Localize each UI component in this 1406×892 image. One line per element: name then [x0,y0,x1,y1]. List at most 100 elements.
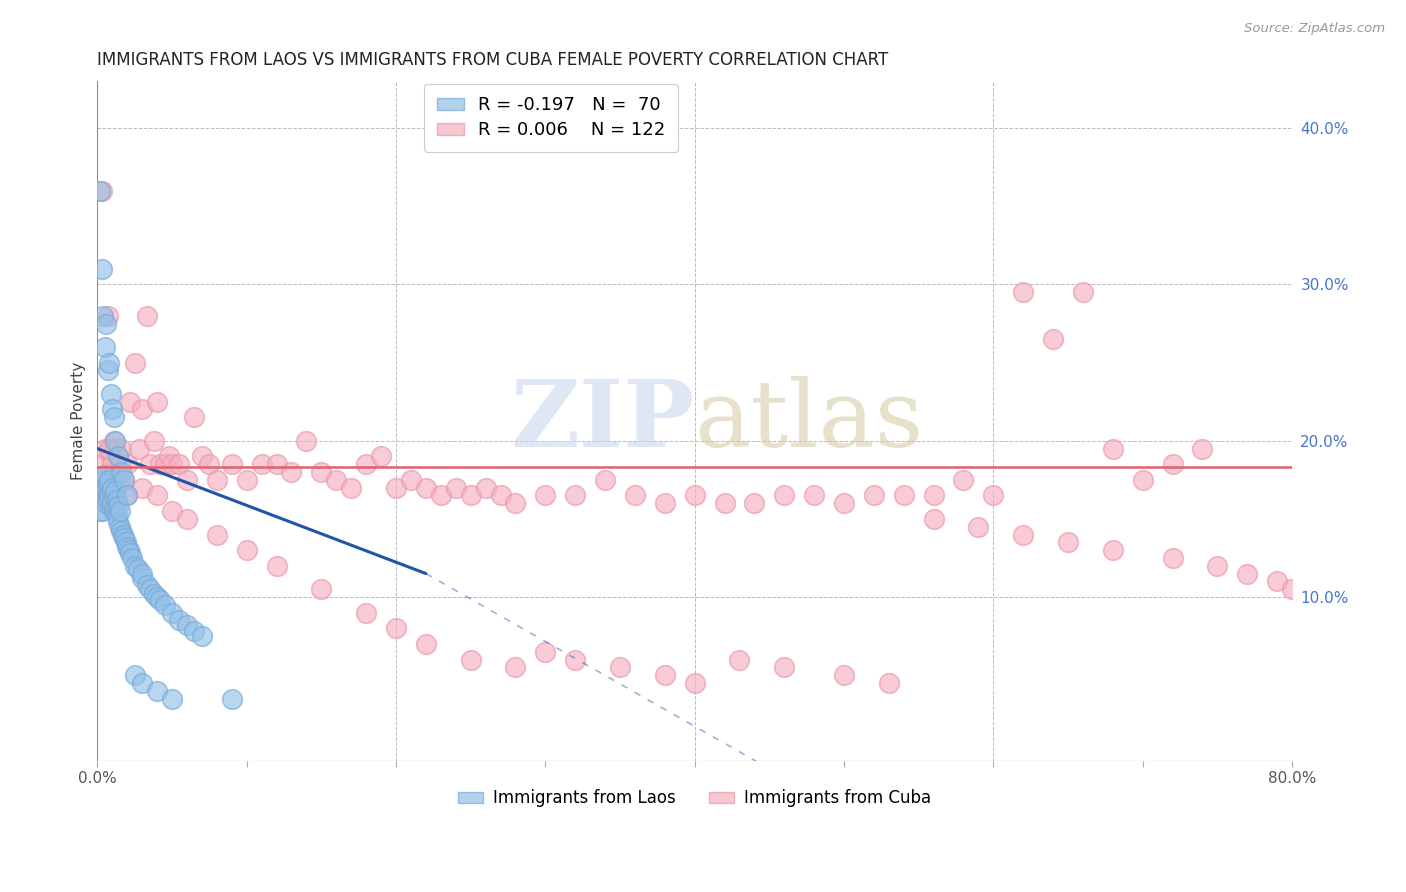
Point [221,457,243,471]
Point [131,481,153,495]
Point [624,488,647,502]
Point [96,496,118,510]
Point [832,668,855,682]
Point [112,531,135,545]
Point [176,473,198,487]
Point [191,450,214,464]
Point [198,457,221,471]
Point [183,624,205,639]
Point [89,184,111,198]
Point [100,500,122,514]
Point [489,488,512,502]
Point [153,598,176,612]
Point [205,527,228,541]
Point [131,566,153,581]
Point [295,434,318,448]
Point [803,488,825,502]
Point [183,410,205,425]
Point [115,540,138,554]
Point [97,363,120,377]
Point [98,442,121,456]
Point [96,481,118,495]
Point [832,496,855,510]
Point [107,450,129,464]
Point [103,434,125,448]
Y-axis label: Female Poverty: Female Poverty [72,362,86,480]
Point [169,614,191,628]
Point [90,457,112,471]
Point [169,457,191,471]
Point [1340,614,1362,628]
Point [97,493,120,508]
Point [280,465,302,479]
Point [101,481,124,495]
Point [325,473,347,487]
Point [205,473,228,487]
Point [115,488,138,502]
Point [354,457,377,471]
Point [91,504,114,518]
Point [91,309,114,323]
Point [1326,606,1348,620]
Point [460,652,482,666]
Point [1355,621,1378,635]
Point [131,571,153,585]
Point [96,317,118,331]
Point [654,668,676,682]
Point [444,481,467,495]
Point [922,488,945,502]
Point [101,496,124,510]
Point [149,457,172,471]
Point [135,577,157,591]
Point [1057,535,1080,549]
Point [94,340,117,354]
Text: Source: ZipAtlas.com: Source: ZipAtlas.com [1244,22,1385,36]
Point [160,691,183,706]
Text: IMMIGRANTS FROM LAOS VS IMMIGRANTS FROM CUBA FEMALE POVERTY CORRELATION CHART: IMMIGRANTS FROM LAOS VS IMMIGRANTS FROM … [97,51,889,69]
Point [235,543,257,558]
Point [191,629,214,643]
Point [90,184,112,198]
Point [654,496,676,510]
Point [311,465,333,479]
Point [143,434,166,448]
Point [534,488,557,502]
Point [110,442,132,456]
Point [98,356,121,370]
Point [385,481,408,495]
Point [104,483,127,498]
Point [311,582,333,597]
Point [564,652,586,666]
Point [505,660,527,674]
Text: ZIP: ZIP [510,376,695,467]
Point [683,488,706,502]
Point [127,562,149,576]
Point [98,488,121,502]
Point [1236,566,1258,581]
Point [1132,473,1154,487]
Point [118,543,141,558]
Point [124,668,146,682]
Point [146,394,169,409]
Point [609,660,631,674]
Point [385,621,408,635]
Point [96,473,118,487]
Point [266,558,288,573]
Point [981,488,1004,502]
Point [1371,629,1393,643]
Point [112,473,135,487]
Point [160,504,183,518]
Point [131,402,153,417]
Point [146,683,169,698]
Point [124,356,146,370]
Point [1310,598,1333,612]
Point [103,488,125,502]
Point [100,483,122,498]
Point [773,488,796,502]
Point [124,558,146,573]
Point [107,515,129,529]
Point [103,504,125,518]
Point [713,496,735,510]
Point [863,488,886,502]
Point [91,473,114,487]
